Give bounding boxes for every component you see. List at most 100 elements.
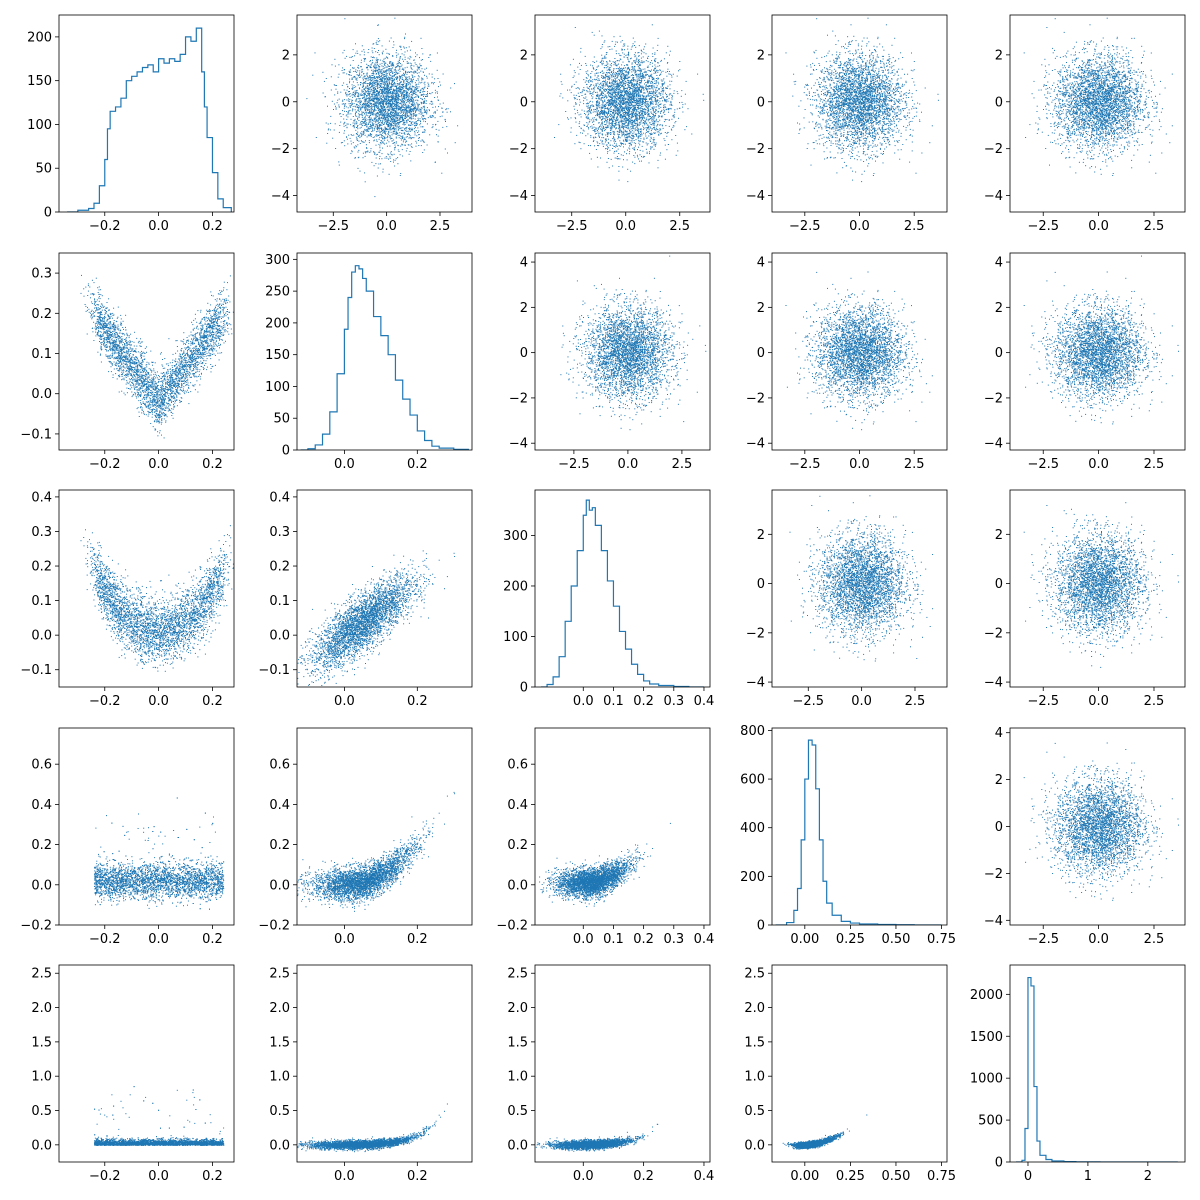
scatter-point [619,180,620,181]
scatter-point [354,103,355,104]
scatter-point [370,60,371,61]
scatter-point [380,60,381,61]
scatter-point [398,124,399,125]
scatter-point [354,76,355,77]
x-tick-label: 0.0 [376,219,397,234]
scatter-point [397,108,398,109]
scatter-point [403,130,404,131]
scatter-point [350,107,351,108]
scatter-point [354,87,355,88]
scatter-point [436,134,437,135]
scatter-point [369,77,370,78]
scatter-point [402,137,403,138]
scatter-point [590,86,591,87]
scatter-point [361,101,362,102]
scatter-point [363,97,364,98]
scatter-point [402,77,403,78]
scatter-point [403,73,404,74]
scatter-point [627,96,628,97]
scatter-point [392,76,393,77]
scatter-point [401,66,402,67]
scatter-point [358,93,359,94]
scatter-point [384,115,385,116]
scatter-point [416,109,417,110]
scatter-point [643,133,644,134]
scatter-point [344,18,345,19]
scatter-point [621,127,622,128]
scatter-point [378,72,379,73]
scatter-point [427,123,428,124]
scatter-point [384,72,385,73]
scatter-point [400,58,401,59]
scatter-point [400,121,401,122]
scatter-point [399,126,400,127]
scatter-point [393,41,394,42]
scatter-point [406,112,407,113]
scatter-point [379,125,380,126]
scatter-point [410,106,411,107]
scatter-point [410,57,411,58]
scatter-point [359,106,360,107]
scatter-point [370,103,371,104]
scatter-point [363,73,364,74]
scatter-point [594,35,595,36]
scatter-point [399,119,400,120]
scatter-point [648,104,649,105]
scatter-point [363,82,364,83]
scatter-point [398,73,399,74]
scatter-point [604,40,605,41]
scatter-point [609,46,610,47]
scatter-point [411,106,412,107]
scatter-point [364,52,365,53]
scatter-point [609,150,610,151]
scatter-point [384,63,385,64]
scatter-point [601,98,602,99]
scatter-point [411,143,412,144]
scatter-point [421,103,422,104]
scatter-point [406,128,407,129]
scatter-point [657,129,658,130]
scatter-point [368,88,369,89]
scatter-point [396,126,397,127]
scatter-point [411,100,412,101]
scatter-point [580,69,581,70]
scatter-point [411,118,412,119]
scatter-point [395,67,396,68]
scatter-point [392,96,393,97]
scatter-point [371,89,372,90]
scatter-point [374,78,375,79]
scatter-point [429,93,430,94]
scatter-point [404,91,405,92]
scatter-point [354,55,355,56]
scatter-point [609,123,610,124]
scatter-point [427,88,428,89]
scatter-point [618,79,619,80]
scatter-point [425,118,426,119]
scatter-point [636,60,637,61]
scatter-point [349,79,350,80]
scatter-point [366,131,367,132]
scatter-point [340,113,341,114]
scatter-point [397,122,398,123]
scatter-point [356,116,357,117]
scatter-point [401,95,402,96]
scatter-point [355,53,356,54]
scatter-point [380,83,381,84]
scatter-point [369,111,370,112]
scatter-point [603,116,604,117]
scatter-point [639,79,640,80]
scatter-point [373,137,374,138]
scatter-point [627,49,628,50]
scatter-point [656,119,657,120]
scatter-point [370,126,371,127]
scatter-point [422,99,423,100]
scatter-point [385,129,386,130]
scatter-point [402,65,403,66]
scatter-point [346,56,347,57]
scatter-point [383,169,384,170]
scatter-point [350,124,351,125]
scatter-point [369,95,370,96]
scatter-point [588,128,589,129]
scatter-point [349,71,350,72]
scatter-point [635,128,636,129]
